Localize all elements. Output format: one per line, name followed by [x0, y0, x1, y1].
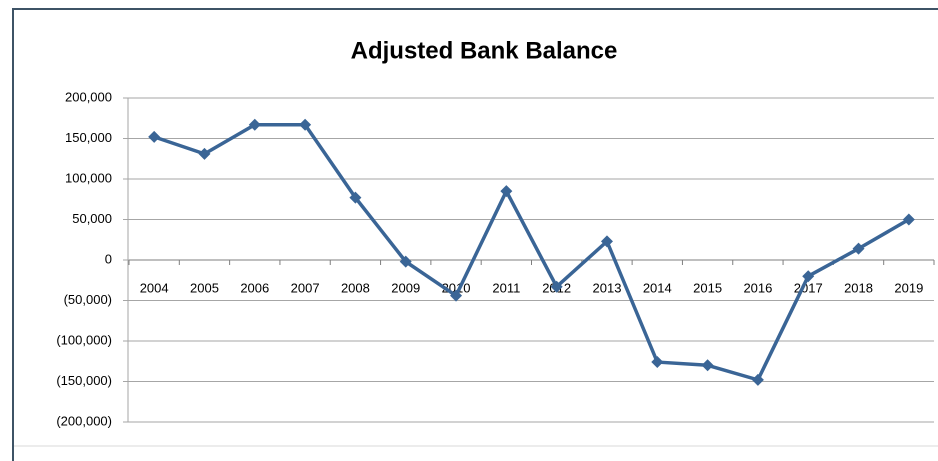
marker: [852, 242, 865, 255]
marker: [349, 191, 362, 204]
marker: [751, 373, 764, 386]
x-tick-label: 2016: [743, 280, 772, 295]
x-tick-label: 2007: [291, 280, 320, 295]
x-tick-label: 2006: [240, 280, 269, 295]
y-tick-label: 50,000: [72, 211, 112, 226]
marker: [600, 235, 613, 248]
y-tick-label: (150,000): [56, 373, 112, 388]
x-tick-label: 2019: [894, 280, 923, 295]
y-tick-label: (50,000): [64, 292, 112, 307]
chart-title: Adjusted Bank Balance: [351, 37, 618, 64]
x-tick-label: 2004: [140, 280, 169, 295]
marker: [399, 255, 412, 268]
marker: [651, 356, 664, 369]
y-tick-label: (100,000): [56, 332, 112, 347]
marker: [248, 118, 261, 131]
x-tick-label: 2009: [391, 280, 420, 295]
marker: [902, 213, 915, 226]
x-tick-label: 2011: [492, 280, 520, 295]
marker: [500, 185, 513, 198]
x-tick-label: 2018: [844, 280, 873, 295]
chart-frame: [12, 8, 938, 461]
x-tick-label: 2008: [341, 280, 370, 295]
marker: [450, 289, 463, 302]
y-tick-label: 100,000: [65, 170, 112, 185]
marker: [802, 270, 815, 283]
marker: [299, 118, 312, 131]
marker: [148, 130, 161, 143]
marker: [701, 359, 714, 372]
y-tick-label: 0: [105, 251, 112, 266]
y-tick-label: (200,000): [56, 413, 112, 428]
y-tick-label: 200,000: [65, 89, 112, 104]
line: [153, 122, 910, 382]
y-tick-label: 150,000: [65, 130, 112, 145]
x-tick-label: 2014: [643, 280, 672, 295]
x-tick-label: 2013: [593, 280, 622, 295]
x-tick-label: 2005: [190, 280, 219, 295]
x-tick-label: 2015: [693, 280, 722, 295]
marker: [198, 147, 211, 160]
marker: [550, 280, 563, 293]
